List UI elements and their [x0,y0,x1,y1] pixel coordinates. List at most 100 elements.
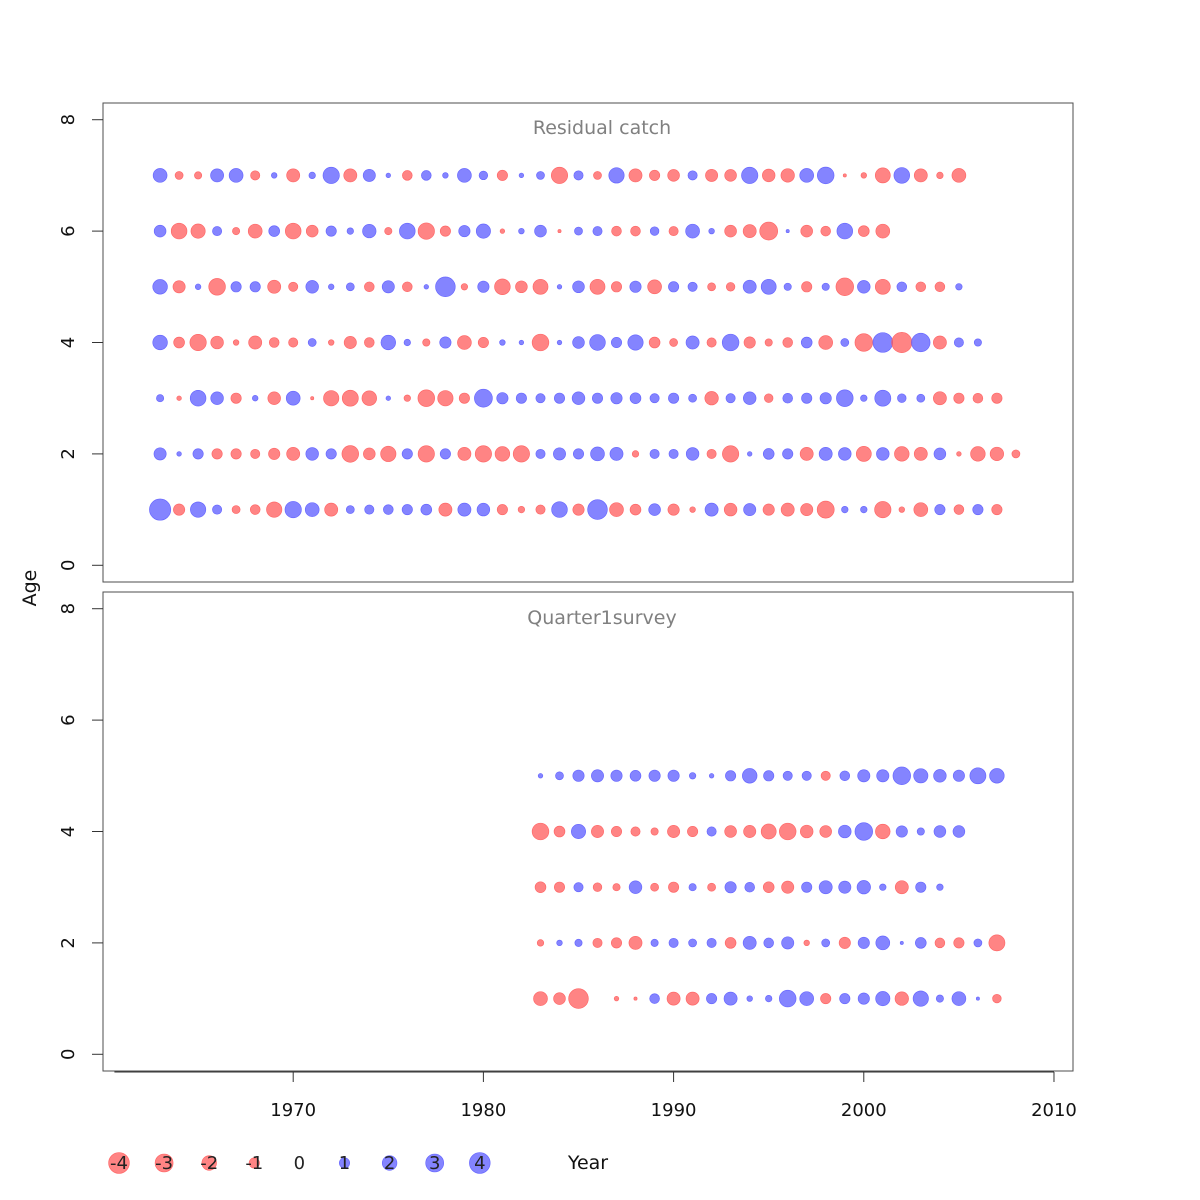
bubble-point [518,339,525,346]
bubble-point [800,503,814,517]
bubble-point [687,170,698,181]
bubble-point [435,276,456,297]
bubble-point [571,391,586,405]
bubble-point [420,503,433,516]
bubble-point [288,281,299,292]
bubble-point [174,171,184,180]
bubble-point [840,338,850,347]
x-axis: 1970 1980 1990 2000 2010 [114,1071,1077,1121]
bubble-point [785,229,790,234]
bubble-point [590,446,605,462]
bubble-point [189,390,207,407]
bubble-point [687,281,698,292]
bubble-point [288,337,299,348]
bubble-point [894,991,909,1006]
bubble-point [228,168,244,183]
bubble-point [421,170,432,181]
bubble-point [706,826,717,837]
bubble-point [423,284,429,290]
bubble-point [536,939,545,947]
bubble-point [875,223,891,239]
bubble-point [667,825,681,838]
bubble-point [305,280,319,294]
y-tick-label: 0 [58,1049,79,1060]
bubble-point [156,394,165,403]
bubble-point [799,168,814,183]
bubble-point [952,825,966,838]
bubble-point [647,279,662,295]
bubble-point [385,172,391,179]
bubble-point [212,226,223,237]
bubble-point [556,339,563,346]
bubble-point [266,501,283,518]
bubble-point [912,990,929,1007]
bubble-point [494,446,511,462]
bubble-point [685,447,700,461]
y-tick-label: 2 [58,448,79,459]
bubble-point [613,995,620,1002]
bubble-point [779,989,797,1008]
bubble-point [898,506,905,513]
bubble-point [629,392,642,404]
bubble-point [818,447,833,461]
bubble-point [894,880,909,895]
bubble-point [153,447,167,461]
bubble-point [913,768,929,784]
bubble-point [553,392,565,404]
bubble-point [838,447,852,461]
bubble-point [764,393,774,403]
bubble-point [574,226,583,236]
bubble-point [322,166,340,184]
bubble-point [688,883,697,892]
bubble-point [818,335,833,350]
bubble-point [417,445,435,463]
bubble-point [743,503,757,517]
bubble-point [630,225,641,237]
bubble-point [572,448,584,460]
x-tick-label: 1980 [460,1100,506,1121]
bubble-point [474,445,492,463]
bubble-point [610,769,623,782]
bubble-point [629,770,642,782]
bubble-point [286,168,301,183]
bubble-point [650,827,659,836]
y-tick-label: 2 [58,937,79,948]
bubble-point [512,445,530,463]
bubble-point [876,769,890,783]
bubble-point [324,502,339,517]
bubble-point [819,825,832,838]
bubble-point [801,392,813,404]
bubble-point [744,881,755,893]
bubble-point [649,393,660,404]
bubble-point [725,282,736,292]
bubble-point [627,334,644,351]
bubble-point [631,450,640,458]
bubble-point [875,935,891,951]
bubble-point [897,393,907,403]
bubble-point [956,451,962,457]
bubble-point [533,991,548,1006]
bubble-point [534,224,547,238]
y-tick-label: 6 [58,225,79,236]
bubble-point [742,279,757,294]
bubble-point [688,938,697,948]
bubble-point [458,225,471,238]
bubble-point [704,502,719,517]
bubble-point [685,991,700,1006]
bubble-point [842,173,847,178]
bubble-point [689,506,696,513]
bubble-point [706,448,717,459]
bubble-point [383,504,394,515]
bubble-point [953,392,965,404]
bubble-point [668,448,679,459]
bubble-point [629,503,642,516]
x-tick-label: 1970 [270,1100,316,1121]
bubble-point [989,446,1004,461]
bubble-point [496,169,508,181]
x-tick-label: 1990 [651,1100,697,1121]
bubble-point [803,939,810,947]
bubble-point [475,223,491,239]
bubble-point [192,448,204,460]
bubble-point [668,281,680,293]
legend-label: -4 [110,1153,128,1174]
